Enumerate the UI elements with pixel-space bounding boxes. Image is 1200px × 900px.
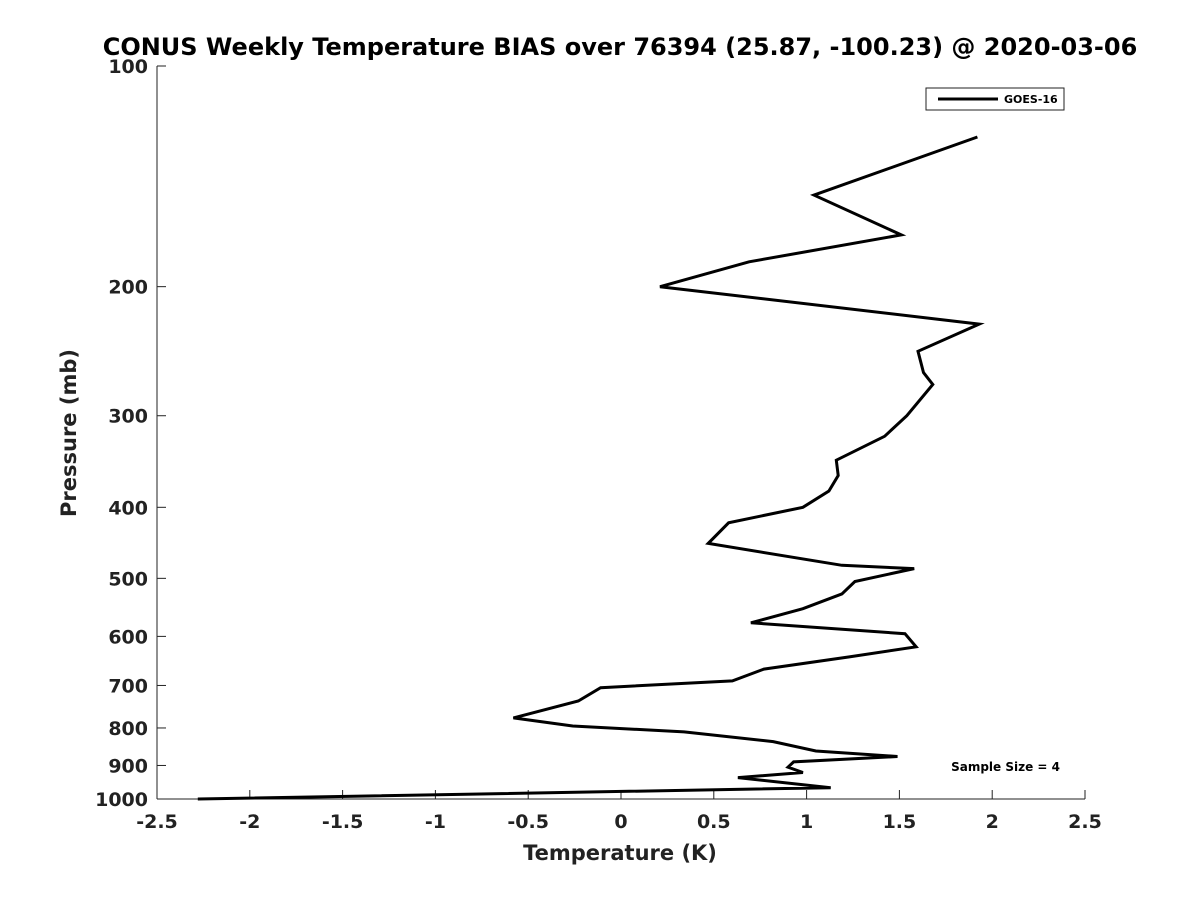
x-tick-label: 2.5 xyxy=(1068,811,1102,833)
x-tick-label: -0.5 xyxy=(507,811,549,833)
y-tick-label: 500 xyxy=(108,568,148,590)
y-tick-label: 600 xyxy=(108,626,148,648)
sample-size-annotation: Sample Size = 4 xyxy=(951,760,1060,774)
y-tick-label: 900 xyxy=(108,755,148,777)
series-line-goes-16 xyxy=(197,135,985,801)
x-tick-label: -2.5 xyxy=(136,811,178,833)
x-tick-label: 1 xyxy=(800,811,813,833)
x-axis-label: Temperature (K) xyxy=(523,841,717,865)
plot-area: -2.5 -2 -1.5 -1 -0.5 0 0.5 1 1.5 2 2.5 100 200 300 40… xyxy=(95,56,1102,833)
chart-title: CONUS Weekly Temperature BIAS over 76394… xyxy=(103,33,1138,61)
series-group xyxy=(197,135,985,801)
x-tick-label: 1.5 xyxy=(883,811,917,833)
x-tick-label: 2 xyxy=(986,811,999,833)
y-tick-label: 100 xyxy=(108,56,148,78)
x-ticks: -2.5 -2 -1.5 -1 -0.5 0 0.5 1 1.5 2 2.5 xyxy=(136,790,1102,833)
y-ticks: 100 200 300 400 500 600 700 800 900 1000 xyxy=(95,56,166,811)
y-tick-label: 1000 xyxy=(95,789,148,811)
x-tick-label: -1.5 xyxy=(322,811,364,833)
legend: GOES-16 xyxy=(925,87,1065,111)
legend-label-goes-16: GOES-16 xyxy=(1004,93,1058,106)
x-tick-label: 0.5 xyxy=(697,811,731,833)
y-tick-label: 200 xyxy=(108,277,148,299)
y-tick-label: 700 xyxy=(108,675,148,697)
x-tick-label: -2 xyxy=(239,811,260,833)
y-tick-label: 300 xyxy=(108,406,148,428)
x-tick-label: -1 xyxy=(425,811,446,833)
x-tick-label: 0 xyxy=(614,811,627,833)
y-tick-label: 400 xyxy=(108,497,148,519)
y-axis-label: Pressure (mb) xyxy=(57,349,81,517)
y-tick-label: 800 xyxy=(108,718,148,740)
